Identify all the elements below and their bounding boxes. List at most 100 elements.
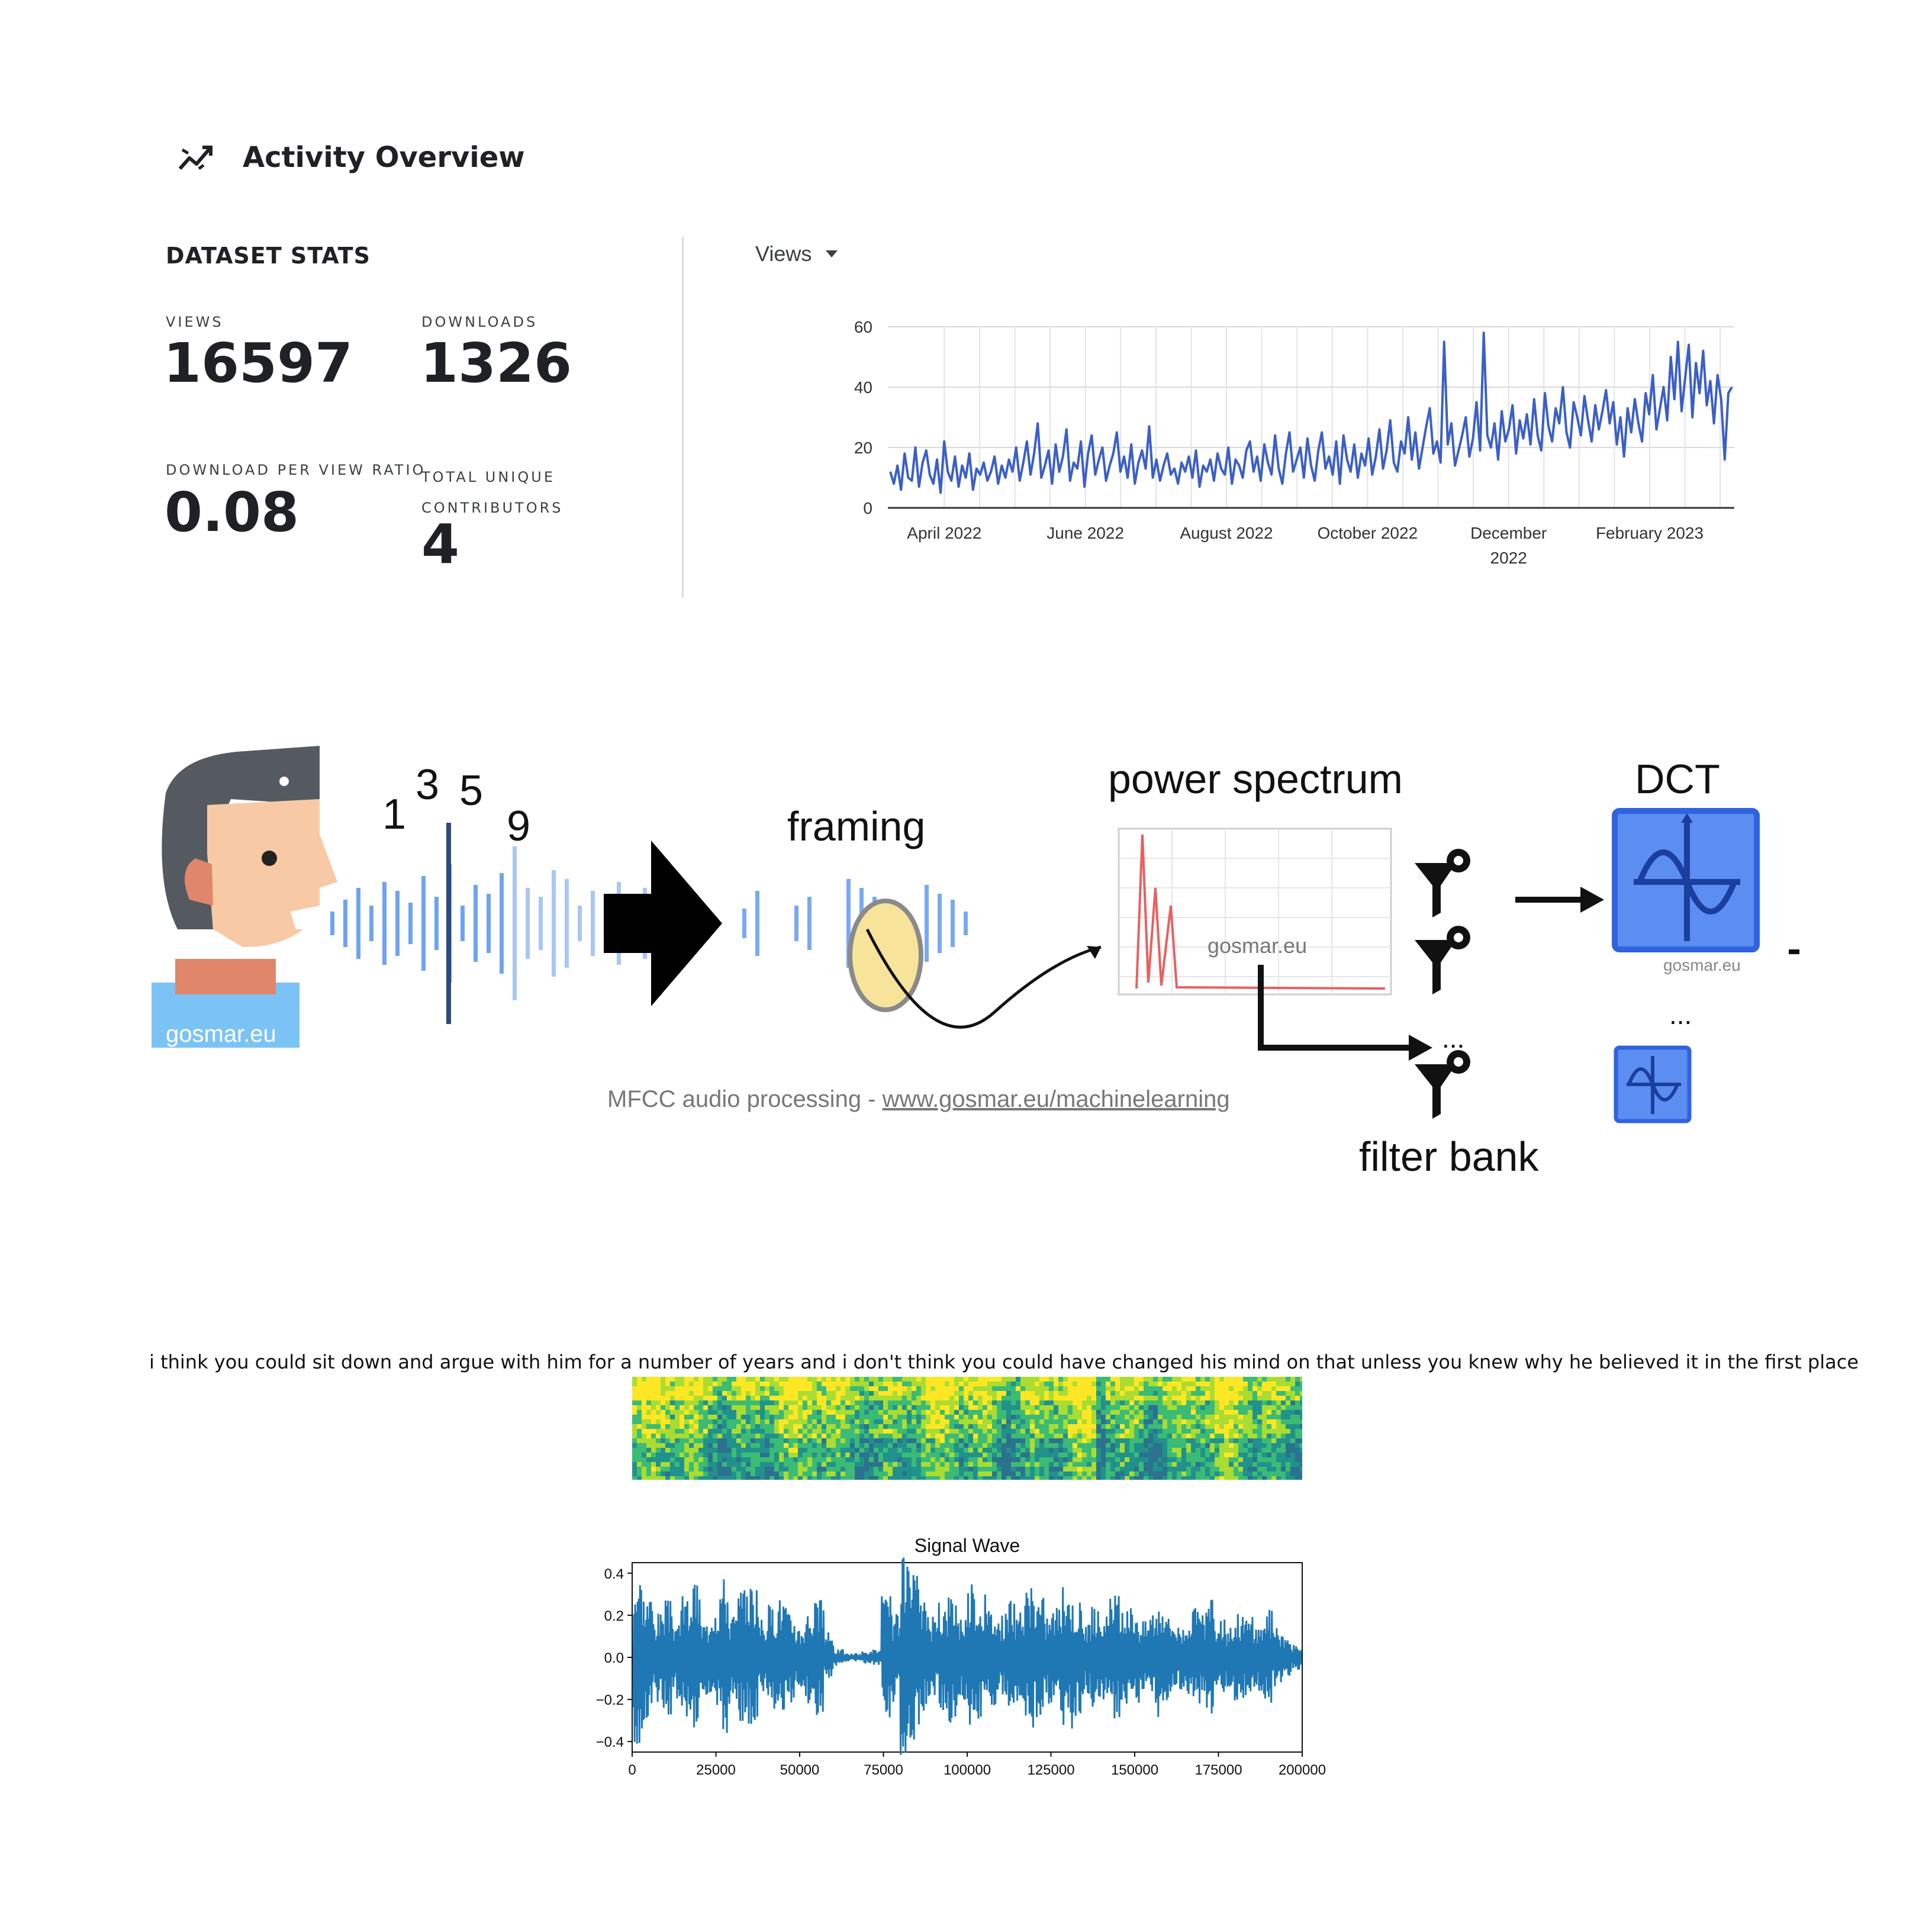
- power-spectrum-plot: gosmar.eu: [1118, 827, 1392, 996]
- views-y-tick: 40: [854, 378, 872, 397]
- mfcc-diagram: gosmar.eu 1 3 5 9 framing power spectrum…: [152, 746, 1799, 1180]
- trending-line-icon: [178, 146, 212, 170]
- metric-select-value: Views: [755, 242, 812, 266]
- ratio-value: 0.08: [165, 481, 299, 544]
- signal-x-tick: 75000: [864, 1762, 903, 1778]
- power-spectrum-label: power spectrum: [1108, 756, 1403, 802]
- waveform-bar: [343, 900, 347, 947]
- framing-bar: [755, 891, 759, 956]
- framing-bar: [807, 897, 812, 950]
- framing-label: framing: [787, 803, 925, 849]
- stats-heading: DATASET STATS: [166, 243, 371, 269]
- filter-icon: [1415, 926, 1470, 994]
- activity-header: Activity Overview: [178, 141, 525, 174]
- caption-prefix: MFCC audio processing -: [607, 1086, 883, 1112]
- spectrogram: [632, 1377, 1302, 1480]
- contributors-label: TOTAL UNIQUE CONTRIBUTORS: [421, 462, 564, 523]
- waveform-bar: [382, 882, 387, 965]
- dct-dots: ...: [1669, 999, 1692, 1030]
- diagram-caption: MFCC audio processing - www.gosmar.eu/ma…: [607, 1086, 1230, 1112]
- signal-x-tick: 150000: [1111, 1762, 1158, 1778]
- framing-bar: [938, 894, 942, 953]
- views-x-tick: December: [1470, 524, 1547, 542]
- signal-y-tick: 0.2: [604, 1608, 624, 1624]
- digit-1: 1: [382, 791, 406, 838]
- waveform-bar: [539, 897, 543, 950]
- frame-highlight: [848, 899, 923, 1012]
- waveform-bar: [421, 876, 426, 971]
- signal-x-tick: 100000: [944, 1762, 991, 1778]
- framing-bar: [951, 900, 955, 947]
- waveform-bar: [395, 891, 400, 956]
- signal-x-tick: 175000: [1194, 1762, 1242, 1778]
- waveform-bar: [578, 906, 582, 941]
- views-label: VIEWS: [166, 314, 224, 330]
- watermark-speaker: gosmar.eu: [166, 1021, 276, 1047]
- dct-icon-large: [1612, 808, 1760, 952]
- waveform-bar: [330, 912, 334, 935]
- filter-bank-label: filter bank: [1359, 1134, 1539, 1180]
- watermark-spectrum: gosmar.eu: [1208, 933, 1307, 958]
- transcript-text: i think you could sit down and argue wit…: [149, 1351, 1859, 1373]
- signal-y-tick: 0.0: [604, 1650, 624, 1666]
- signal-x-tick: 125000: [1027, 1762, 1074, 1778]
- filter-icon: [1415, 1050, 1470, 1119]
- downloads-value: 1326: [420, 331, 572, 395]
- dct-label: DCT: [1635, 756, 1720, 802]
- signal-x-tick: 200000: [1279, 1762, 1326, 1778]
- views-x-tick: June 2022: [1046, 524, 1124, 542]
- waveform-bar: [356, 888, 360, 959]
- views-x-tick: February 2023: [1596, 524, 1704, 542]
- ratio-label: DOWNLOAD PER VIEW RATIO: [166, 462, 426, 478]
- views-chart: 0 20 40 60 April 2022 June 2022 August 2022 Oct…: [854, 318, 1734, 567]
- digit-9: 9: [507, 803, 530, 850]
- framing-bar: [742, 909, 746, 938]
- downloads-label: DOWNLOADS: [421, 314, 538, 330]
- signal-y-tick: −0.4: [596, 1734, 624, 1750]
- views-series-line: [889, 331, 1733, 494]
- views-x-tick: August 2022: [1180, 524, 1273, 542]
- views-x-tick: 2022: [1490, 549, 1527, 567]
- waveform-bar: [434, 897, 439, 950]
- views-x-tick: April 2022: [907, 524, 981, 542]
- watermark-dct: gosmar.eu: [1663, 956, 1741, 974]
- signal-series-line: [632, 1557, 1302, 1755]
- caption-link[interactable]: www.gosmar.eu/machinelearning: [882, 1086, 1230, 1112]
- playhead-bar: [446, 823, 451, 1024]
- waveform-bar: [461, 906, 465, 941]
- views-value: 16597: [163, 331, 353, 395]
- views-y-tick: 60: [854, 318, 872, 336]
- waveform-bar: [369, 906, 373, 941]
- page-title: Activity Overview: [243, 141, 525, 174]
- contributors-label-line1: TOTAL UNIQUE: [421, 469, 555, 485]
- waveform-bar: [408, 903, 413, 944]
- waveform-bar: [591, 891, 595, 956]
- waveform-bar: [526, 888, 530, 959]
- framing-bar: [925, 885, 929, 962]
- waveform-bar: [500, 873, 504, 974]
- framing-bar: [964, 912, 968, 935]
- filter-dots: ...: [1442, 1023, 1464, 1054]
- signal-x-tick: 50000: [780, 1762, 820, 1778]
- waveform-bar: [513, 846, 517, 1000]
- framing-to-spectrum-arrow: [865, 928, 1102, 1029]
- waveform-bar: [474, 885, 478, 962]
- dct-icon-small: [1614, 1045, 1692, 1123]
- caret-down-icon: [826, 250, 838, 257]
- signal-y-tick: −0.2: [596, 1692, 624, 1708]
- digit-5: 5: [459, 767, 483, 814]
- framing-bar: [794, 906, 798, 941]
- signal-y-tick: 0.4: [604, 1566, 624, 1582]
- framing-bar: [846, 879, 851, 968]
- views-y-tick: 0: [863, 499, 872, 517]
- contributors-label-line2: CONTRIBUTORS: [421, 500, 564, 516]
- filter-icon: [1415, 849, 1470, 917]
- metric-select[interactable]: Views: [755, 242, 838, 266]
- signal-wave-chart: Signal Wave 0.4 0.2 0.0 −0.2 −0.40 25000 50000 7…: [596, 1535, 1326, 1778]
- signal-x-tick: 0: [628, 1762, 636, 1778]
- views-x-tick: October 2022: [1317, 524, 1418, 542]
- filter-bank-icons: [1415, 849, 1470, 1119]
- waveform-bar: [552, 870, 556, 977]
- digit-3: 3: [416, 761, 439, 809]
- waveform-bar: [487, 894, 491, 953]
